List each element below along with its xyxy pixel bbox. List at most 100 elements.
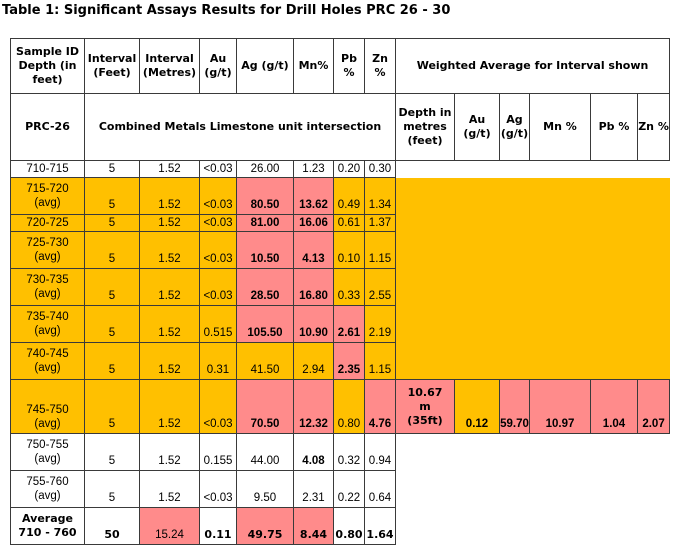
average-title: Average (22, 512, 73, 525)
ag-value: 41.50 (236, 342, 294, 380)
sample-id-avg: (avg) (34, 490, 61, 502)
average-label: Average 710 - 760 (10, 507, 85, 545)
au-value: 0.155 (199, 433, 237, 471)
ag-value: 81.00 (236, 214, 294, 232)
mn-value: 10.90 (293, 305, 334, 343)
zn-value: 0.94 (364, 433, 396, 471)
au-value: 0.515 (199, 305, 237, 343)
au-value: <0.03 (199, 214, 237, 232)
highlight-block (394, 177, 670, 380)
blank-cell (394, 433, 670, 545)
interval-metres: 1.52 (139, 160, 200, 178)
header-row: Sample ID Depth (in feet) Interval (Feet… (10, 38, 671, 94)
sample-id: 740-745 (avg) (10, 342, 85, 380)
sample-id-avg: (avg) (34, 288, 61, 300)
sample-id-range: 750-755 (26, 439, 69, 451)
pb-value: 0.10 (333, 231, 365, 269)
pb-value: 0.61 (333, 214, 365, 232)
sample-id-range: 755-760 (26, 476, 69, 488)
ag-value: 9.50 (236, 470, 294, 508)
sample-id: 735-740 (avg) (10, 305, 85, 343)
subheader-mn: Mn % (529, 93, 591, 161)
pb-value: 0.49 (333, 177, 365, 215)
interval-feet: 5 (84, 470, 140, 508)
ag-value: 70.50 (236, 379, 294, 434)
subheader-ag: Ag (g/t) (499, 93, 530, 161)
header-sample-id: Sample ID Depth (in feet) (10, 38, 85, 94)
subheader-au: Au (g/t) (454, 93, 500, 161)
hole-id: PRC-26 (10, 93, 85, 161)
header-mn: Mn% (293, 38, 334, 94)
sample-id-avg: (avg) (34, 453, 61, 465)
weighted-au: 0.12 (454, 379, 500, 434)
zn-value: 1.15 (364, 342, 396, 380)
sample-id: 730-735 (avg) (10, 268, 85, 306)
sample-id-avg: (avg) (34, 325, 61, 337)
table-row: 735-740 (avg) 5 1.52 0.515 105.50 10.90 2… (10, 305, 670, 343)
interval-feet: 5 (84, 214, 140, 232)
subheader-row: PRC-26 Combined Metals Limestone unit in… (10, 93, 671, 161)
sample-id-range: 720-725 (26, 217, 69, 229)
average-au: 0.11 (199, 507, 237, 545)
zn-value: 0.30 (364, 160, 396, 178)
table-row: 730-735 (avg) 5 1.52 <0.03 28.50 16.80 0.… (10, 268, 670, 306)
interval-metres: 1.52 (139, 268, 200, 306)
mn-value: 4.08 (293, 433, 334, 471)
header-zn: Zn % (364, 38, 396, 94)
assay-table: Sample ID Depth (in feet) Interval (Feet… (10, 38, 671, 545)
zn-value: 1.37 (364, 214, 396, 232)
interval-metres: 1.52 (139, 214, 200, 232)
interval-feet: 5 (84, 379, 140, 434)
header-ag: Ag (g/t) (236, 38, 294, 94)
ag-value: 28.50 (236, 268, 294, 306)
zn-value: 0.64 (364, 470, 396, 508)
weighted-pb: 1.04 (590, 379, 638, 434)
mn-value: 16.80 (293, 268, 334, 306)
interval-metres: 1.52 (139, 342, 200, 380)
mn-value: 12.32 (293, 379, 334, 434)
sample-id: 710-715 (10, 160, 85, 178)
average-row: Average 710 - 760 50 15.24 0.11 49.75 8.4… (10, 507, 670, 545)
interval-metres: 1.52 (139, 231, 200, 269)
interval-metres: 1.52 (139, 305, 200, 343)
table-row: 740-745 (avg) 5 1.52 0.31 41.50 2.94 2.35… (10, 342, 670, 380)
weighted-depth-value: 10.67 (407, 385, 443, 399)
pb-value: 2.61 (333, 305, 365, 343)
sample-id-range: 715-720 (26, 183, 69, 195)
zn-value: 4.76 (364, 379, 396, 434)
interval-feet: 5 (84, 268, 140, 306)
sample-id-avg: (avg) (34, 197, 61, 209)
ag-value: 105.50 (236, 305, 294, 343)
zn-value: 2.19 (364, 305, 396, 343)
table-row: 725-730 (avg) 5 1.52 <0.03 10.50 4.13 0.1… (10, 231, 670, 269)
ag-value: 26.00 (236, 160, 294, 178)
zn-value: 2.55 (364, 268, 396, 306)
subheader-zn: Zn % (636, 93, 671, 161)
interval-feet: 5 (84, 342, 140, 380)
average-pb: 0.80 (333, 507, 365, 545)
pb-value: 0.80 (333, 379, 365, 434)
weighted-depth-feet: (35ft) (407, 413, 443, 427)
au-value: <0.03 (199, 160, 237, 178)
header-interval-metres: Interval (Metres) (139, 38, 200, 94)
ag-value: 44.00 (236, 433, 294, 471)
weighted-depth: 10.67 m (35ft) (395, 379, 455, 434)
au-value: <0.03 (199, 379, 237, 434)
sample-id-range: 725-730 (26, 237, 69, 249)
au-value: <0.03 (199, 268, 237, 306)
sample-id-range: 710-715 (26, 163, 69, 175)
weighted-mn: 10.97 (529, 379, 591, 434)
header-interval-feet: Interval (Feet) (84, 38, 140, 94)
sample-id: 715-720 (avg) (10, 177, 85, 215)
sample-id: 750-755 (avg) (10, 433, 85, 471)
header-weighted-average: Weighted Average for Interval shown (394, 38, 671, 94)
sample-id: 725-730 (avg) (10, 231, 85, 269)
sample-id-range: 740-745 (26, 348, 69, 360)
au-value: <0.03 (199, 470, 237, 508)
interval-feet: 5 (84, 305, 140, 343)
table-row: 710-715 5 1.52 <0.03 26.00 1.23 0.20 0.3… (10, 160, 670, 178)
table-row: 715-720 (avg) 5 1.52 <0.03 80.50 13.62 0.… (10, 177, 670, 380)
mn-value: 4.13 (293, 231, 334, 269)
zn-value: 1.34 (364, 177, 396, 215)
subheader-depth: Depth in metres (feet) (395, 93, 455, 161)
